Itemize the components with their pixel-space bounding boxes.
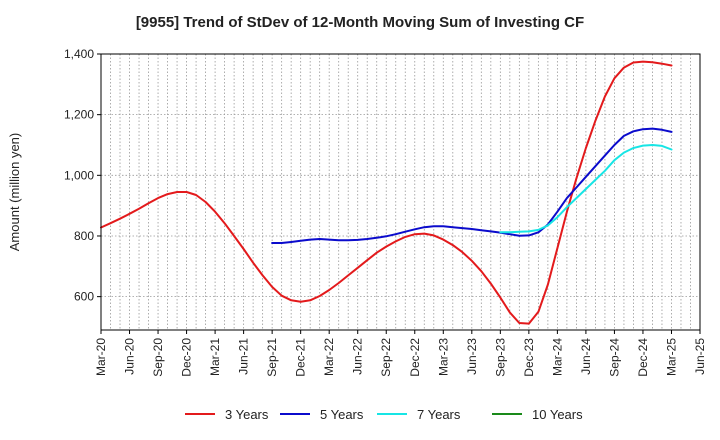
x-tick-label: Mar-22	[322, 338, 336, 376]
grid-layer	[101, 53, 700, 330]
y-tick-label: 600	[74, 290, 94, 304]
series-layer	[100, 60, 673, 325]
x-tick-label: Dec-22	[408, 338, 422, 377]
tick-layer: 600 800 1,000 1,200 1,400 Mar-20 Jun-20 Sep-20 D…	[64, 47, 707, 377]
x-tick-label: Dec-23	[522, 338, 536, 377]
legend-label: 5 Years	[320, 407, 364, 422]
legend-item-10-years: 10 Years	[492, 407, 583, 422]
series-line-3-years	[100, 60, 673, 325]
x-tick-label: Sep-21	[265, 338, 279, 377]
x-tick-label: Dec-21	[294, 338, 308, 377]
x-tick-label: Sep-22	[379, 338, 393, 377]
x-tick-label: Dec-20	[180, 338, 194, 377]
x-tick-label: Mar-24	[550, 338, 564, 376]
x-tick-label: Sep-23	[493, 338, 507, 377]
plot-frame	[100, 53, 701, 331]
x-tick-label: Mar-23	[436, 338, 450, 376]
legend-label: 3 Years	[225, 407, 269, 422]
x-tick-label: Jun-24	[579, 338, 593, 375]
legend-label: 7 Years	[417, 407, 461, 422]
chart-title: [9955] Trend of StDev of 12-Month Moving…	[135, 14, 585, 31]
legend-label: 10 Years	[532, 407, 583, 422]
x-tick-label: Sep-24	[607, 338, 621, 377]
legend-item-5-years: 5 Years	[280, 407, 364, 422]
x-tick-label: Jun-22	[351, 338, 365, 375]
x-tick-label: Mar-20	[94, 338, 108, 376]
legend: 3 Years 5 Years 7 Years 10 Years	[185, 407, 583, 422]
x-tick-label: Jun-20	[123, 338, 137, 375]
legend-item-7-years: 7 Years	[377, 407, 461, 422]
legend-item-3-years: 3 Years	[185, 407, 269, 422]
x-tick-label: Mar-25	[664, 338, 678, 376]
x-tick-label: Jun-23	[465, 338, 479, 375]
y-tick-label: 1,000	[64, 168, 94, 182]
x-tick-label: Mar-21	[208, 338, 222, 376]
series-line-5-years	[271, 127, 673, 244]
x-tick-label: Jun-21	[237, 338, 251, 375]
y-tick-label: 800	[74, 229, 94, 243]
series-line-7-years	[499, 144, 673, 234]
y-axis-label: Amount (million yen)	[7, 133, 22, 252]
x-tick-label: Dec-24	[636, 338, 650, 377]
x-tick-label: Jun-25	[693, 338, 707, 375]
y-tick-label: 1,200	[64, 108, 94, 122]
y-tick-label: 1,400	[64, 47, 94, 61]
x-tick-label: Sep-20	[151, 338, 165, 377]
